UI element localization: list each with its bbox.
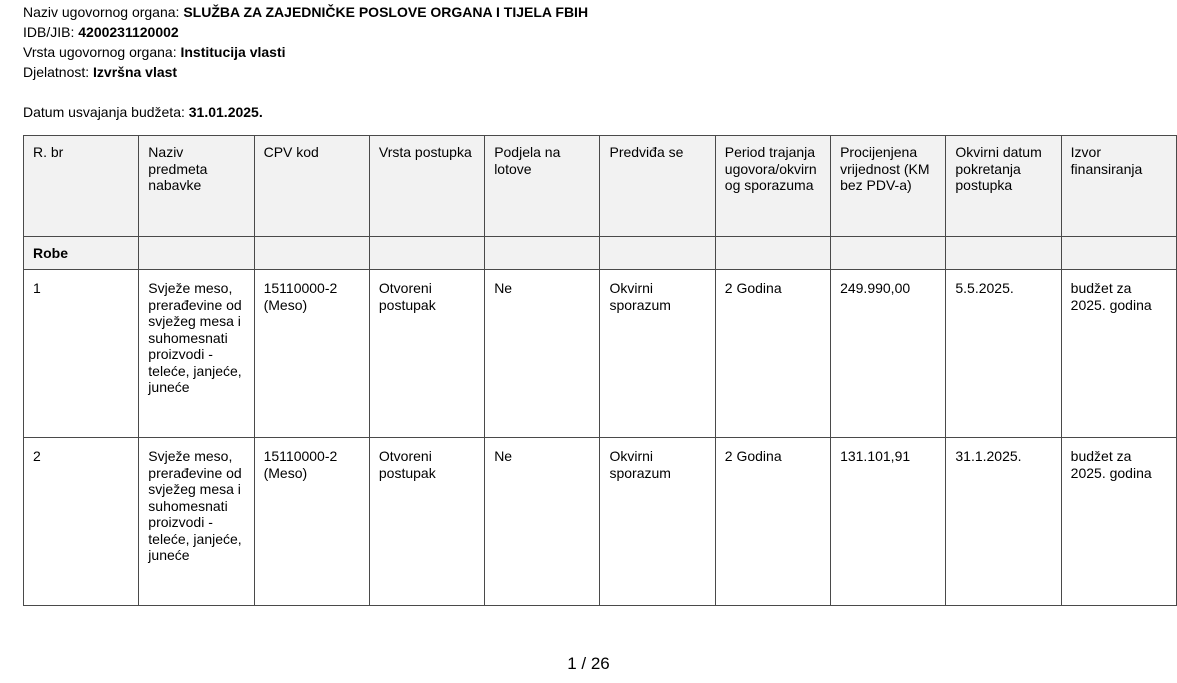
column-header: Period trajanja ugovora/okvirnog sporazu… [714, 135, 832, 237]
activity-label: Djelatnost: [23, 64, 90, 80]
section-cell [368, 236, 486, 270]
section-cell [253, 236, 370, 270]
section-cell [714, 236, 832, 270]
table-cell: 31.1.2025. [945, 437, 1062, 606]
table-cell: Otvoreni postupak [368, 269, 486, 438]
column-header: Vrsta postupka [368, 135, 486, 237]
table-cell: budžet za 2025. godina [1060, 269, 1177, 438]
table-cell: Svježe meso, prerađevine od svježeg mesa… [138, 269, 255, 438]
column-header: Okvirni datum pokretanja postupka [945, 135, 1062, 237]
page-indicator: 1 / 26 [567, 654, 610, 673]
section-cell [599, 236, 716, 270]
organ-line: Naziv ugovornog organa: SLUŽBA ZA ZAJEDN… [23, 2, 588, 22]
table-cell: 249.990,00 [830, 269, 947, 438]
table-cell: Okvirni sporazum [599, 437, 716, 606]
column-header: Procijenjena vrijednost (KM bez PDV-a) [830, 135, 947, 237]
section-cell [138, 236, 255, 270]
table-cell: 2 Godina [714, 269, 832, 438]
idb-label: IDB/JIB: [23, 24, 75, 40]
budget-date-value: 31.01.2025. [188, 104, 263, 120]
table-cell: 15110000-2 (Meso) [253, 269, 370, 438]
section-cell: Robe [22, 236, 140, 270]
table-cell: Otvoreni postupak [368, 437, 486, 606]
table-cell: 2 [22, 437, 140, 606]
column-header: CPV kod [253, 135, 370, 237]
table-cell: budžet za 2025. godina [1060, 437, 1177, 606]
column-header: Predviđa se [599, 135, 716, 237]
idb-value: 4200231120002 [78, 24, 179, 40]
section-cell [830, 236, 947, 270]
table-cell: 15110000-2 (Meso) [253, 437, 370, 606]
table-cell: Ne [484, 269, 601, 438]
table-cell: Ne [484, 437, 601, 606]
idb-line: IDB/JIB: 4200231120002 [23, 22, 588, 42]
table-row: 2 Svježe meso, prerađevine od svježeg mes… [22, 437, 1177, 606]
procurement-table: R. br Naziv predmeta nabavke CPV kod Vrsta … [22, 135, 1177, 606]
table-cell: Svježe meso, prerađevine od svježeg mesa… [138, 437, 255, 606]
budget-date-line: Datum usvajanja budžeta: 31.01.2025. [23, 102, 588, 122]
budget-date-label: Datum usvajanja budžeta: [23, 104, 185, 120]
table-cell: 5.5.2025. [945, 269, 1062, 438]
type-label: Vrsta ugovornog organa: [23, 44, 177, 60]
table-header-row: R. br Naziv predmeta nabavke CPV kod Vrsta … [22, 135, 1177, 237]
section-cell [945, 236, 1062, 270]
column-header: Podjela na lotove [484, 135, 601, 237]
type-value: Institucija vlasti [180, 44, 286, 60]
table-row: 1 Svježe meso, prerađevine od svježeg mes… [22, 269, 1177, 438]
column-header: R. br [22, 135, 140, 237]
activity-line: Djelatnost: Izvršna vlast [23, 62, 588, 82]
column-header: Izvor finansiranja [1060, 135, 1177, 237]
table-cell: 1 [22, 269, 140, 438]
section-label: Robe [33, 245, 68, 261]
document-header: Naziv ugovornog organa: SLUŽBA ZA ZAJEDN… [23, 2, 588, 122]
section-cell [484, 236, 601, 270]
column-header: Naziv predmeta nabavke [138, 135, 255, 237]
type-line: Vrsta ugovornog organa: Institucija vlas… [23, 42, 588, 62]
section-cell [1060, 236, 1177, 270]
table-cell: Okvirni sporazum [599, 269, 716, 438]
activity-value: Izvršna vlast [93, 64, 178, 80]
table-cell: 131.101,91 [830, 437, 947, 606]
section-row: Robe [22, 236, 1177, 270]
organ-value: SLUŽBA ZA ZAJEDNIČKE POSLOVE ORGANA I TI… [183, 4, 589, 20]
organ-label: Naziv ugovornog organa: [23, 4, 180, 20]
table-cell: 2 Godina [714, 437, 832, 606]
